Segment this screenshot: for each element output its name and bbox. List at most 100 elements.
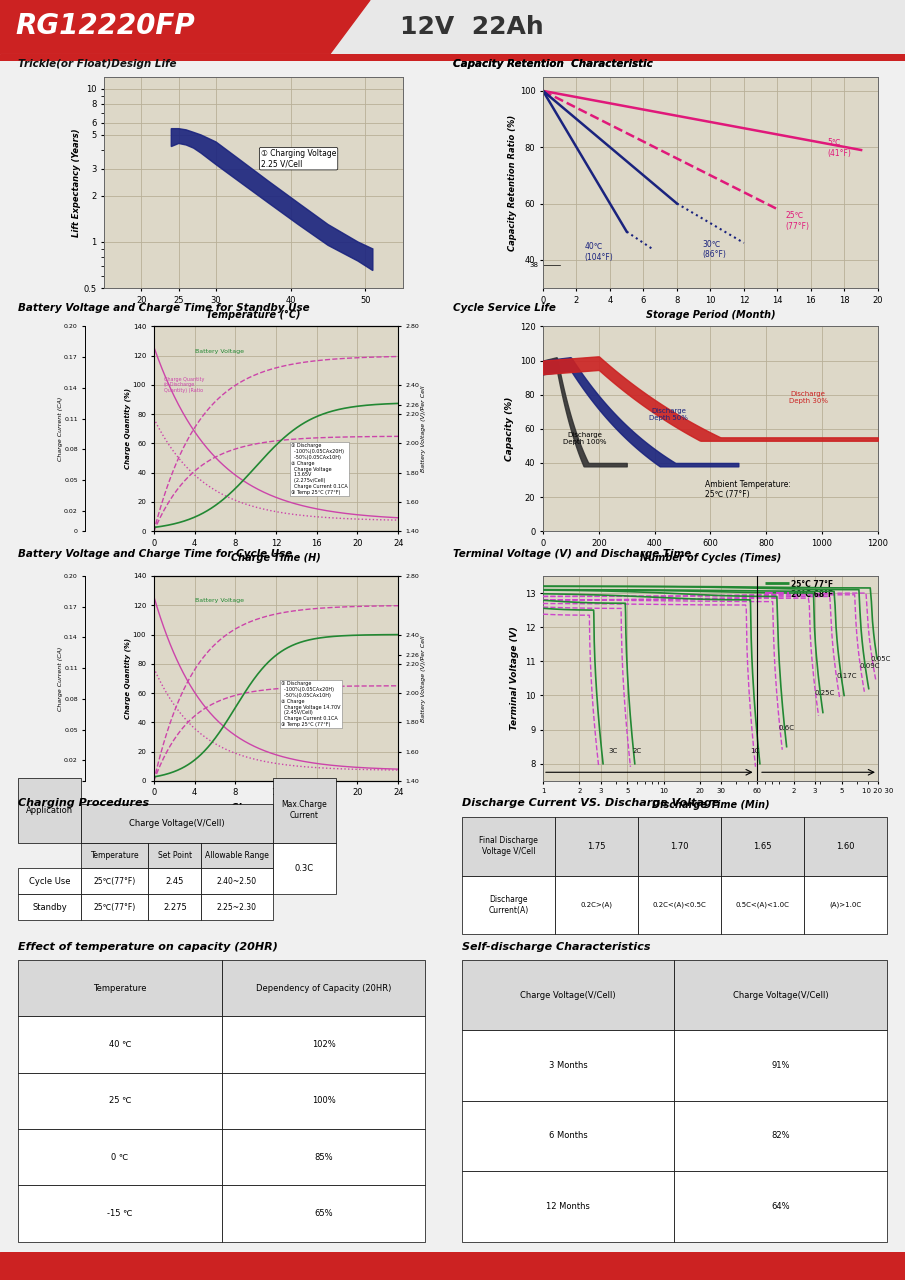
Text: Cycle Service Life: Cycle Service Life [452,303,556,314]
Text: 2.275: 2.275 [163,902,186,911]
Y-axis label: Terminal Voltage (V): Terminal Voltage (V) [510,626,519,731]
FancyBboxPatch shape [81,804,272,842]
FancyBboxPatch shape [18,1129,222,1185]
Polygon shape [0,0,370,54]
FancyBboxPatch shape [638,876,721,934]
Text: 91%: 91% [771,1061,790,1070]
Text: Battery Voltage: Battery Voltage [195,598,243,603]
Text: 0.3C: 0.3C [295,864,314,873]
Text: 25℃(77°F): 25℃(77°F) [94,877,136,886]
X-axis label: Storage Period (Month): Storage Period (Month) [645,310,776,320]
Text: 25℃(77°F): 25℃(77°F) [94,902,136,911]
Text: Battery Voltage: Battery Voltage [195,348,243,353]
Text: Capacity Retention  Characteristic: Capacity Retention Characteristic [452,59,653,69]
Text: Discharge
Depth 50%: Discharge Depth 50% [649,408,688,421]
X-axis label: Charge Time (H): Charge Time (H) [231,553,321,563]
Bar [330,0,905,54]
FancyBboxPatch shape [555,817,638,876]
Text: 0.2C>(A): 0.2C>(A) [581,901,613,909]
FancyBboxPatch shape [272,778,336,842]
FancyBboxPatch shape [81,895,148,920]
FancyBboxPatch shape [272,842,336,895]
Text: 1.70: 1.70 [671,841,689,851]
Text: ① Charging Voltage
2.25 V/Cell: ① Charging Voltage 2.25 V/Cell [261,148,337,169]
Text: Cycle Use: Cycle Use [29,877,71,886]
Text: 2.40~2.50: 2.40~2.50 [217,877,257,886]
Text: Temperature: Temperature [90,851,139,860]
FancyBboxPatch shape [462,960,674,1030]
FancyBboxPatch shape [18,895,81,920]
Text: Discharge
Depth 100%: Discharge Depth 100% [563,433,606,445]
Text: 40℃
(104°F): 40℃ (104°F) [585,242,614,262]
FancyBboxPatch shape [222,960,425,1016]
X-axis label: Charge Time (H): Charge Time (H) [231,803,321,813]
FancyBboxPatch shape [148,895,201,920]
FancyBboxPatch shape [81,868,148,895]
Text: Discharge Current VS. Discharge Voltage: Discharge Current VS. Discharge Voltage [462,799,719,809]
Text: 25 ℃: 25 ℃ [109,1096,131,1106]
FancyBboxPatch shape [222,1016,425,1073]
Text: Terminal Voltage (V) and Discharge Time: Terminal Voltage (V) and Discharge Time [452,549,691,559]
FancyBboxPatch shape [804,876,887,934]
Text: (A)>1.0C: (A)>1.0C [829,901,862,909]
Polygon shape [171,129,373,270]
X-axis label: Number of Cycles (Times): Number of Cycles (Times) [640,553,781,563]
Text: 82%: 82% [771,1132,790,1140]
Text: 20°C 68°F: 20°C 68°F [791,590,834,599]
FancyBboxPatch shape [18,778,81,842]
FancyBboxPatch shape [674,960,887,1030]
Text: RG12220FP: RG12220FP [15,12,195,40]
Text: 12 Months: 12 Months [546,1202,590,1211]
Y-axis label: Capacity (%): Capacity (%) [505,397,514,461]
Y-axis label: Capacity Retention Ratio (%): Capacity Retention Ratio (%) [508,114,517,251]
Text: 5℃
(41°F): 5℃ (41°F) [828,138,852,157]
Text: Trickle(or Float)Design Life: Trickle(or Float)Design Life [18,59,176,69]
Text: 25℃
(77°F): 25℃ (77°F) [786,211,810,230]
FancyBboxPatch shape [462,876,555,934]
Text: Temperature: Temperature [93,983,147,993]
Text: 102%: 102% [311,1039,336,1050]
Text: Final Discharge
Voltage V/Cell: Final Discharge Voltage V/Cell [479,836,538,856]
Text: 38: 38 [529,262,538,269]
Text: ① Discharge
  -100%(0.05CAx20H)
  -50%(0.05CAx10H)
② Charge
  Charge Voltage 14.: ① Discharge -100%(0.05CAx20H) -50%(0.05C… [281,681,340,727]
Text: Discharge
Current(A): Discharge Current(A) [488,895,529,915]
Text: 12V  22Ah: 12V 22Ah [400,15,544,38]
Text: Dependency of Capacity (20HR): Dependency of Capacity (20HR) [256,983,391,993]
FancyBboxPatch shape [674,1030,887,1101]
Text: Self-discharge Characteristics: Self-discharge Characteristics [462,942,650,952]
Text: Charging Procedures: Charging Procedures [18,799,149,809]
Text: Ambient Temperature:
25℃ (77°F): Ambient Temperature: 25℃ (77°F) [705,480,791,499]
Text: Battery Voltage and Charge Time for Standby Use: Battery Voltage and Charge Time for Stan… [18,303,310,314]
Y-axis label: Charge Current (CA): Charge Current (CA) [58,397,62,461]
Text: 3C: 3C [608,749,618,754]
Y-axis label: Battery Voltage (V)/Per Cell: Battery Voltage (V)/Per Cell [421,385,426,472]
Text: Charge Voltage(V/Cell): Charge Voltage(V/Cell) [733,991,828,1000]
Text: 0.6C: 0.6C [778,724,795,731]
FancyBboxPatch shape [201,868,272,895]
FancyBboxPatch shape [222,1129,425,1185]
Text: 1C: 1C [750,749,759,754]
FancyBboxPatch shape [148,868,201,895]
FancyBboxPatch shape [721,876,804,934]
FancyBboxPatch shape [18,960,222,1016]
Text: Allowable Range: Allowable Range [205,851,269,860]
FancyBboxPatch shape [638,817,721,876]
Text: Application: Application [26,805,73,814]
Text: 0.05C: 0.05C [871,657,891,662]
Text: Battery Voltage and Charge Time for Cycle Use: Battery Voltage and Charge Time for Cycl… [18,549,292,559]
FancyBboxPatch shape [201,842,272,868]
FancyBboxPatch shape [201,895,272,920]
FancyBboxPatch shape [148,842,201,868]
FancyBboxPatch shape [462,1171,674,1242]
Text: 0.2C<(A)<0.5C: 0.2C<(A)<0.5C [653,901,707,909]
FancyBboxPatch shape [222,1185,425,1242]
FancyBboxPatch shape [18,1073,222,1129]
Text: 0.09C: 0.09C [859,663,880,669]
X-axis label: Temperature (°C): Temperature (°C) [206,310,300,320]
FancyBboxPatch shape [674,1171,887,1242]
Text: 0.25C: 0.25C [814,690,835,696]
Y-axis label: Charge Quantity (%): Charge Quantity (%) [125,637,131,719]
Text: Effect of temperature on capacity (20HR): Effect of temperature on capacity (20HR) [18,942,278,952]
Y-axis label: Battery Voltage (V)/Per Cell: Battery Voltage (V)/Per Cell [421,635,426,722]
Text: 0 ℃: 0 ℃ [111,1152,129,1162]
